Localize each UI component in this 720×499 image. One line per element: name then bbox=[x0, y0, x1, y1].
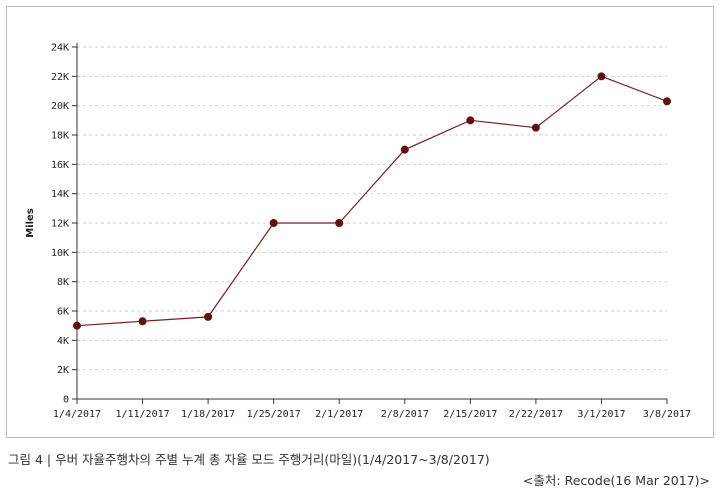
x-tick-label: 3/1/2017 bbox=[577, 409, 625, 420]
y-tick-label: 16K bbox=[51, 160, 69, 171]
y-tick-label: 22K bbox=[51, 72, 69, 83]
y-tick-label: 18K bbox=[51, 131, 69, 142]
axes bbox=[72, 43, 668, 404]
y-tick-label: 4K bbox=[57, 336, 69, 347]
data-point bbox=[335, 219, 344, 227]
data-point bbox=[663, 97, 671, 106]
series-line bbox=[76, 75, 668, 327]
y-axis-label: Miles bbox=[25, 208, 36, 238]
x-tick-label: 2/22/2017 bbox=[509, 409, 563, 420]
gridlines bbox=[77, 46, 667, 371]
line-chart: 0 2K 4K 6K 8K 10K 12K 14K 16K 18K 20K 22K 24K 1/4/20… bbox=[25, 43, 691, 421]
chart-frame: 0 2K 4K 6K 8K 10K 12K 14K 16K 18K 20K 22K 24K 1/4/20… bbox=[6, 6, 714, 438]
data-point bbox=[138, 317, 147, 326]
x-tick-labels: 1/4/2017 1/11/2017 1/18/2017 1/25/2017 2/1/2… bbox=[53, 409, 691, 420]
y-tick-label: 0 bbox=[63, 395, 69, 406]
y-tick-label: 6K bbox=[57, 307, 69, 318]
y-tick-label: 24K bbox=[51, 43, 69, 54]
data-point bbox=[204, 312, 213, 321]
y-tick-label: 8K bbox=[57, 277, 69, 288]
x-tick-label: 1/18/2017 bbox=[181, 409, 235, 420]
data-point bbox=[466, 116, 475, 125]
y-tick-label: 2K bbox=[57, 365, 69, 376]
x-tick-label: 3/8/2017 bbox=[643, 409, 691, 420]
data-point bbox=[400, 145, 409, 154]
data-point bbox=[73, 321, 81, 330]
y-tick-label: 12K bbox=[51, 219, 69, 230]
x-tick-label: 2/8/2017 bbox=[381, 409, 429, 420]
figure-caption: 그림 4 | 우버 자율주행차의 주별 누계 총 자율 모드 주행거리(마일)(… bbox=[8, 452, 490, 467]
x-tick-label: 2/15/2017 bbox=[443, 409, 497, 420]
data-point bbox=[269, 219, 278, 227]
x-tick-label: 1/11/2017 bbox=[115, 409, 169, 420]
x-tick-label: 1/25/2017 bbox=[247, 409, 301, 420]
series bbox=[73, 72, 671, 330]
data-point bbox=[531, 123, 540, 132]
x-tick-label: 2/1/2017 bbox=[315, 409, 363, 420]
data-point bbox=[597, 72, 606, 81]
x-tick-label: 1/4/2017 bbox=[53, 409, 101, 420]
y-tick-label: 20K bbox=[51, 101, 69, 112]
figure-source: <출처: Recode(16 Mar 2017)> bbox=[522, 473, 710, 488]
y-tick-label: 14K bbox=[51, 189, 69, 200]
y-tick-labels: 0 2K 4K 6K 8K 10K 12K 14K 16K 18K 20K 22K 24K bbox=[51, 43, 69, 406]
y-tick-label: 10K bbox=[51, 248, 69, 259]
